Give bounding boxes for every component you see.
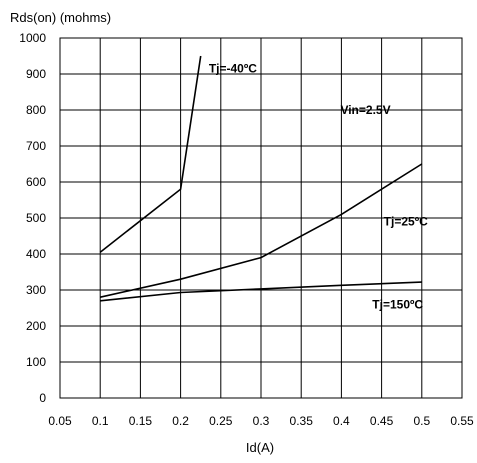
x-tick-label: 0.25 xyxy=(209,414,233,428)
x-tick-label: 0.4 xyxy=(333,414,350,428)
y-tick-label: 100 xyxy=(26,355,46,369)
series-line xyxy=(100,281,422,302)
y-tick-labels: 0 100 200 300 400 500 600 700 800 900 1000 xyxy=(19,31,46,405)
y-tick-label: 400 xyxy=(26,247,46,261)
y-tick-label: 900 xyxy=(26,67,46,81)
y-tick-label: 700 xyxy=(26,139,46,153)
y-tick-label: 800 xyxy=(26,103,46,117)
y-tick-label: 0 xyxy=(39,391,46,405)
x-tick-label: 0.05 xyxy=(48,414,72,428)
x-tick-label: 0.55 xyxy=(450,414,474,428)
y-tick-label: 500 xyxy=(26,211,46,225)
annotation-label: Vin=2.5V xyxy=(340,103,390,117)
y-tick-label: 1000 xyxy=(19,31,46,45)
y-axis-label: Rds(on) (mohms) xyxy=(10,10,111,25)
x-tick-label: 0.35 xyxy=(290,414,314,428)
y-tick-label: 600 xyxy=(26,175,46,189)
annotation-label: Tj=150ºC xyxy=(372,297,423,311)
annotation-label: Tj=-40ºC xyxy=(209,62,257,76)
series-line xyxy=(99,55,202,253)
series-lines xyxy=(99,55,423,302)
annotation-label: Tj=25ºC xyxy=(384,215,428,229)
y-tick-label: 300 xyxy=(26,283,46,297)
x-axis-label: Id(A) xyxy=(246,440,274,455)
x-tick-label: 0.45 xyxy=(370,414,394,428)
x-tick-label: 0.2 xyxy=(172,414,189,428)
y-tick-label: 200 xyxy=(26,319,46,333)
x-tick-label: 0.15 xyxy=(129,414,153,428)
x-tick-label: 0.1 xyxy=(92,414,109,428)
plot-frame xyxy=(59,37,463,399)
x-tick-labels: 0.05 0.1 0.15 0.2 0.25 0.3 0.35 0.4 0.45 0.5 0.55 xyxy=(48,414,474,428)
x-tick-label: 0.3 xyxy=(253,414,270,428)
x-tick-label: 0.5 xyxy=(413,414,430,428)
series-line xyxy=(100,163,423,298)
annotations: Vin=2.5V Tj=-40ºC Tj=25ºC Tj=150ºC xyxy=(209,62,428,312)
